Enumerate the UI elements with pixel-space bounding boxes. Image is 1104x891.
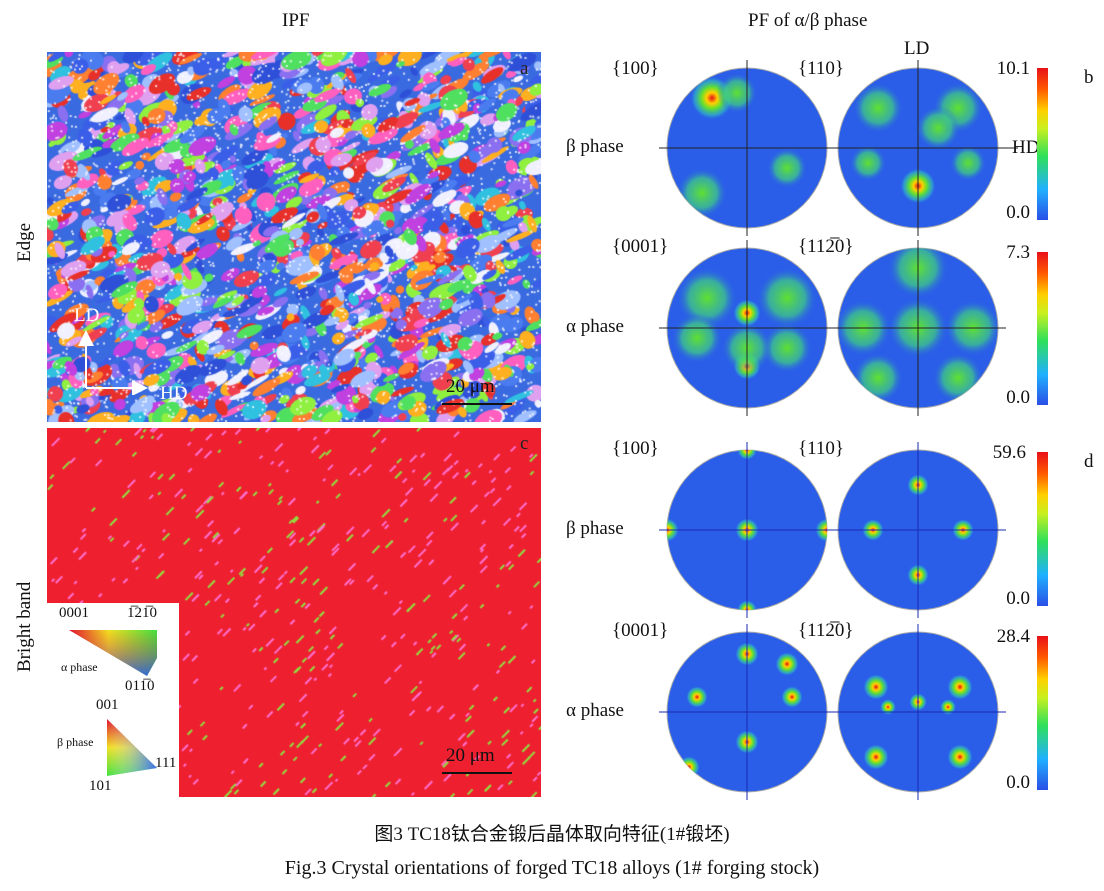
key-beta-phase: β phase: [57, 735, 94, 749]
pole-figure: [830, 442, 1006, 618]
phase-label: β phase: [566, 518, 624, 539]
pf-plane-left: {100}: [612, 438, 659, 459]
pole-figures: [659, 60, 1018, 800]
ipf-title: IPF: [282, 10, 310, 31]
key-0001: 0001: [59, 605, 89, 621]
colorbar-max: 59.6: [992, 442, 1026, 463]
key-101: 101: [89, 778, 112, 794]
colorbar: [1037, 636, 1048, 790]
phase-label: β phase: [566, 136, 624, 157]
scale-bar-label-c: 20 μm: [446, 745, 495, 766]
panel-label-c: c: [520, 433, 529, 454]
ipf-color-key: 0001 1̅21̅0 α phase 011̅0 001 β phase 11…: [47, 603, 179, 797]
phase-label: α phase: [566, 700, 624, 721]
colorbar-max: 28.4: [996, 626, 1030, 647]
colorbar-max: 10.1: [996, 58, 1030, 79]
key-1-210: 1̅21̅0: [127, 605, 157, 621]
pf-plane-right: {112̅0}: [798, 236, 854, 257]
pf-plane-left: {0001}: [612, 620, 669, 641]
pf-plane-right: {112̅0}: [798, 620, 854, 641]
row-label-edge: Edge: [14, 222, 35, 262]
axis-ld-label: LD: [74, 305, 100, 326]
pf-plane-left: {0001}: [612, 236, 669, 257]
pole-figure: [830, 624, 1006, 800]
pole-figure: [659, 240, 835, 416]
panel-label-d: d: [1084, 451, 1094, 472]
ld-label: LD: [904, 38, 930, 59]
phase-label: α phase: [566, 316, 624, 337]
colorbar-max: 7.3: [1006, 242, 1030, 263]
key-111: 111: [155, 755, 177, 771]
pf-title: PF of α/β phase: [748, 10, 868, 31]
pf-plane-left: {100}: [612, 58, 659, 79]
pole-figure: [830, 240, 1006, 416]
colorbar-min: 0.0: [1006, 202, 1030, 223]
colorbar: [1037, 68, 1048, 220]
axis-hd-label: HD: [160, 383, 188, 404]
hd-label: HD: [1012, 137, 1040, 158]
caption-chinese: 图3 TC18钛合金锻后晶体取向特征(1#锻坯): [374, 824, 730, 845]
panel-label-b: b: [1084, 67, 1094, 88]
pole-figure: [659, 442, 835, 618]
colorbar: [1037, 252, 1048, 405]
caption-english: Fig.3 Crystal orientations of forged TC1…: [284, 857, 820, 879]
panel-label-a: a: [520, 58, 529, 79]
colorbar-min: 0.0: [1006, 588, 1030, 609]
key-01-10: 011̅0: [125, 678, 155, 694]
pf-plane-right: {110}: [798, 438, 845, 459]
pf-plane-right: {110}: [798, 58, 845, 79]
pole-figure: [659, 60, 835, 236]
pole-figure: [830, 60, 1018, 236]
scale-bar-c: [442, 772, 512, 774]
axis-arrows-icon: [78, 330, 148, 395]
colorbar-min: 0.0: [1006, 772, 1030, 793]
ipf-map-edge: [47, 52, 541, 422]
key-001: 001: [96, 697, 119, 713]
row-label-bright-band: Bright band: [14, 581, 35, 672]
scale-bar-a: [442, 403, 512, 405]
pole-figure: [659, 624, 835, 800]
colorbar-min: 0.0: [1006, 387, 1030, 408]
colorbar: [1037, 452, 1048, 606]
scale-bar-label-a: 20 μm: [446, 376, 495, 397]
key-alpha-phase: α phase: [61, 660, 98, 674]
